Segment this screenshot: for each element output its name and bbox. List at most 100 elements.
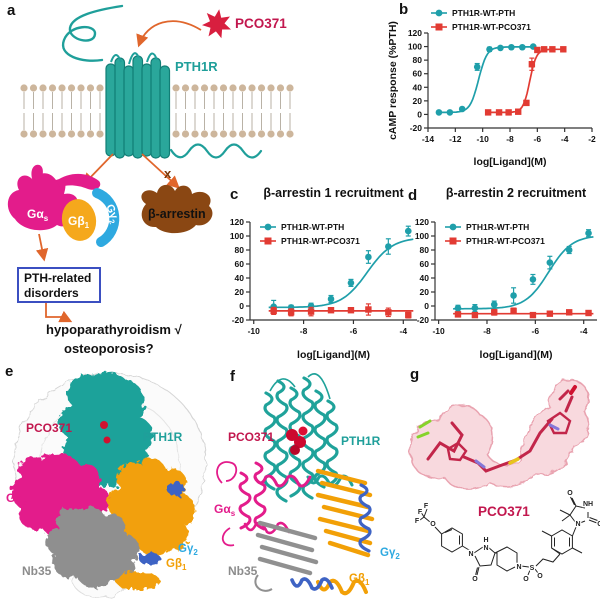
x-tick-label: -6: [350, 326, 358, 336]
x-axis-label: log[Ligand](M): [474, 156, 547, 168]
data-point: [515, 108, 522, 115]
y-tick-label: 40: [420, 273, 430, 283]
data-point: [546, 259, 554, 266]
x-tick-label: -12: [449, 134, 462, 144]
receptor-pth1r: [105, 52, 171, 159]
atom-label: NH: [583, 501, 593, 508]
legend-item: PTH1R-WT-PTH: [445, 222, 529, 232]
pth1r-label: PTH1R: [143, 430, 183, 444]
data-point: [347, 279, 355, 287]
data-point: [497, 44, 504, 52]
atom-label: S: [530, 565, 535, 572]
x-axis-label: log[Ligand](M): [480, 349, 553, 361]
pco371-label: PCO371: [228, 430, 274, 444]
atom-label: O: [537, 573, 543, 580]
no-signal-x-mark: x: [164, 166, 172, 181]
density-g-gamma-2: [139, 553, 161, 565]
x-tick-label: -4: [561, 134, 569, 144]
pco371-label: PCO371: [26, 421, 72, 435]
x-tick-label: -14: [422, 134, 435, 144]
chart-c-arrestin1: -20 0 20 40 60 80 100 120 -10 -8 -6 -4 log[Ligand](M…: [230, 186, 417, 361]
chart-b-camp-response: -20 0 20 40 60 80 100 120 -14 -12 -10 -8 -6 -4 -2 log[L…: [387, 1, 596, 168]
panel-letter-d: d: [408, 187, 417, 204]
data-point: [491, 309, 498, 316]
y-tick-label: 20: [235, 287, 245, 297]
y-tick-label: 120: [408, 28, 422, 38]
ligand-density-surface: [409, 378, 590, 490]
g-alpha-s-subunit: Gαs: [7, 164, 101, 231]
data-point: [585, 309, 592, 317]
ligand-hetero-sticks: [416, 385, 577, 469]
x-tick-label: -8: [483, 326, 491, 336]
panel-f: f PCO371 PTH1R Gαs Gγ2 Gβ1 Nb35: [200, 363, 400, 607]
x-tick-label: -10: [477, 134, 490, 144]
atom-label: N: [516, 564, 521, 571]
arrestin-signal-arrow: [141, 153, 180, 189]
series-square: [453, 307, 594, 319]
g-alpha-label: Gαs: [214, 502, 236, 518]
y-tick-label: 80: [420, 245, 430, 255]
ligand-binding-arrow: [136, 20, 202, 48]
density-g-gamma-1: [167, 482, 185, 496]
outcome-hypoparathyroidism: hypoparathyroidism √: [46, 322, 183, 337]
atom-labels: FFFOHNNONSOONNHOO: [414, 489, 600, 585]
disorders-arrow: [35, 233, 49, 262]
density-nb35: [45, 506, 140, 589]
data-point: [528, 61, 536, 68]
ribbon-model: [216, 373, 375, 596]
panel-f-canvas: f PCO371 PTH1R Gαs Gγ2 Gβ1 Nb35: [214, 368, 400, 596]
atom-label: O: [597, 521, 600, 528]
chart-title: β-arrestin 2 recruitment: [446, 186, 587, 200]
data-point: [446, 109, 454, 116]
data-point: [347, 307, 355, 314]
y-tick-label: 20: [413, 96, 423, 106]
panel-e-canvas: e PCO371 PTH1R Gαs Gγ2 Gβ1: [5, 363, 207, 599]
panel-a: a PCO371 PTH1R x: [0, 0, 390, 363]
series-circle: [435, 43, 537, 116]
density-blobs: [11, 372, 195, 590]
axes: -20 0 20 40 60 80 100 120 -14 -12 -10 -8 -6 -4 -2: [408, 28, 596, 144]
legend-item: PTH1R-WT-PTH: [260, 222, 344, 232]
density-pco371-dot2: [103, 436, 111, 444]
g-alpha-s-label: Gαs: [27, 207, 49, 223]
legend-label: PTH1R-WT-PCO371: [281, 236, 360, 246]
x-tick-label: -8: [506, 134, 514, 144]
nb35-label: Nb35: [228, 564, 258, 578]
legend-item: PTH1R-WT-PCO371: [260, 236, 360, 246]
atom-label: N: [468, 551, 473, 558]
x-tick-label: -6: [534, 134, 542, 144]
atom-label: F: [415, 518, 420, 525]
axes: -20 0 20 40 60 80 100 120 -10 -8 -6 -4: [415, 217, 597, 336]
data-point: [327, 307, 335, 314]
data-point: [529, 311, 537, 319]
y-tick-label: 0: [239, 301, 244, 311]
g-gamma-2-label: Gγ2: [101, 203, 121, 226]
nb35-label: Nb35: [22, 564, 52, 578]
receptor-n-terminus: [61, 4, 124, 62]
legend-label: PTH1R-WT-PCO371: [452, 22, 531, 32]
x-axis-label: log[Ligand](M): [297, 349, 370, 361]
data-point: [435, 109, 443, 116]
legend-label: PTH1R-WT-PTH: [452, 8, 515, 18]
legend-label: PTH1R-WT-PTH: [281, 222, 344, 232]
panel-letter-g: g: [410, 366, 419, 383]
data-point: [327, 295, 335, 303]
panel-letter-f: f: [230, 368, 236, 385]
g-gamma-label: Gγ2: [178, 543, 198, 557]
data-point: [549, 46, 556, 53]
x-tick-label: -10: [432, 326, 445, 336]
y-tick-label: 20: [420, 287, 430, 297]
panel-a-canvas: a PCO371 PTH1R x: [7, 2, 294, 356]
data-point: [307, 308, 315, 315]
panel-e: e PCO371 PTH1R Gαs Gγ2 Gβ1: [0, 363, 220, 607]
data-point: [471, 311, 479, 319]
data-point: [404, 227, 412, 235]
y-tick-label: 0: [417, 109, 422, 119]
density-pco371-dot1: [100, 421, 108, 429]
data-point: [560, 46, 567, 53]
g-alpha-label: Gαs: [6, 491, 28, 507]
data-point: [473, 63, 481, 71]
data-point: [365, 306, 372, 313]
outcome-osteoporosis: osteoporosis?: [64, 341, 154, 356]
data-point: [454, 311, 462, 318]
